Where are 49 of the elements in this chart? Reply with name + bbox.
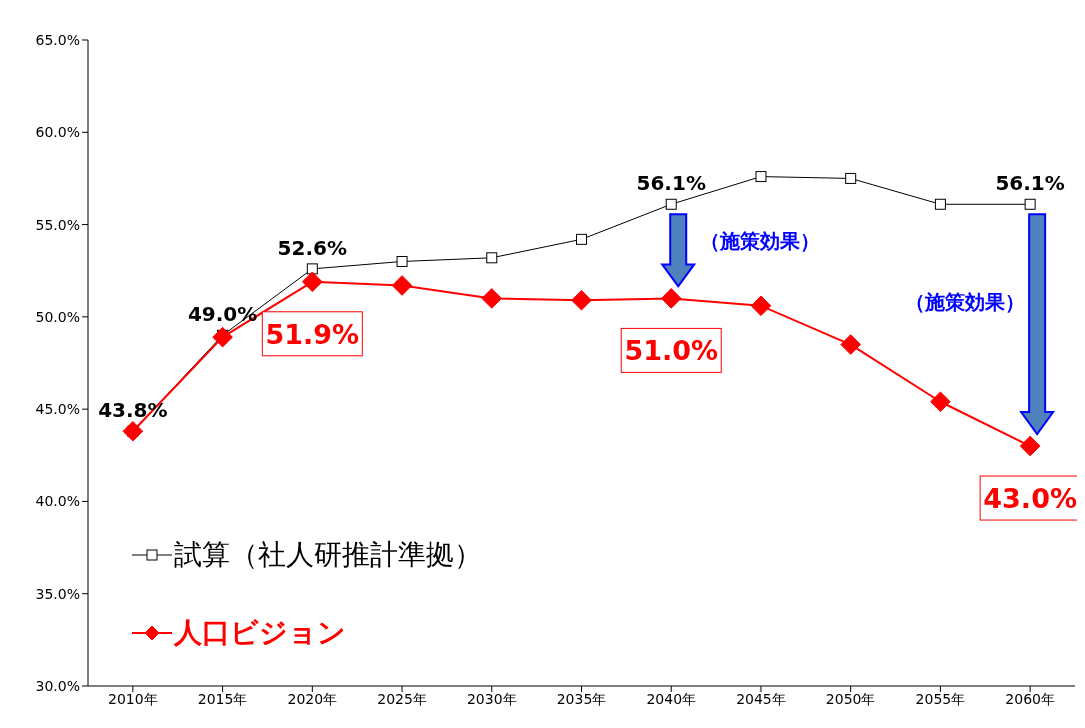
y-tick-label: 60.0% (35, 124, 80, 141)
point (755, 171, 767, 183)
point (1024, 198, 1036, 210)
point (122, 420, 144, 442)
point (930, 391, 951, 413)
x-tick-label: 2025年 (377, 690, 427, 707)
point (1019, 435, 1041, 457)
point (571, 289, 592, 311)
y-tick-label: 65.0% (35, 31, 80, 48)
y-tick-label: 50.0% (35, 308, 80, 325)
annotation: （施策効果） (700, 229, 821, 254)
point (660, 288, 682, 309)
x-tick-label: 2055年 (915, 690, 966, 707)
data-label: 52.6% (277, 235, 348, 260)
point (302, 271, 323, 293)
point (665, 198, 677, 210)
y-tick-label: 35.0% (35, 585, 80, 602)
y-tick-label: 40.0% (35, 493, 80, 510)
point (934, 198, 946, 210)
x-tick-label: 2015年 (197, 690, 248, 707)
y-tick-label: 55.0% (35, 216, 80, 233)
x-tick-label: 2045年 (736, 690, 786, 707)
data-label: 56.1% (995, 171, 1065, 196)
x-tick-label: 2010年 (108, 690, 158, 707)
x-tick-label: 2040年 (646, 690, 697, 707)
data-label: 43.0% (983, 483, 1077, 515)
x-tick-label: 2020年 (287, 690, 338, 707)
data-label: 51.9% (265, 318, 360, 350)
legend-label: 試算（社人研推計準拠） (174, 537, 482, 573)
legend-label: 人口ビジョン (174, 615, 346, 651)
point (396, 255, 408, 267)
data-label: 56.1% (636, 171, 706, 196)
point (306, 263, 318, 275)
data-label: 51.0% (624, 335, 719, 367)
point (212, 326, 233, 348)
annotation: （施策効果） (905, 290, 1026, 315)
x-tick-label: 2050年 (825, 690, 876, 707)
y-tick-label: 30.0% (35, 677, 80, 694)
point (391, 275, 413, 296)
point (486, 252, 498, 264)
point (840, 334, 861, 355)
point (576, 233, 587, 245)
x-tick-label: 2035年 (556, 690, 607, 707)
x-tick-label: 2030年 (466, 690, 517, 707)
x-tick-label: 2060年 (1005, 690, 1055, 707)
point (750, 295, 772, 317)
point (481, 288, 503, 309)
point (845, 172, 857, 184)
y-tick-label: 45.0% (35, 401, 80, 418)
